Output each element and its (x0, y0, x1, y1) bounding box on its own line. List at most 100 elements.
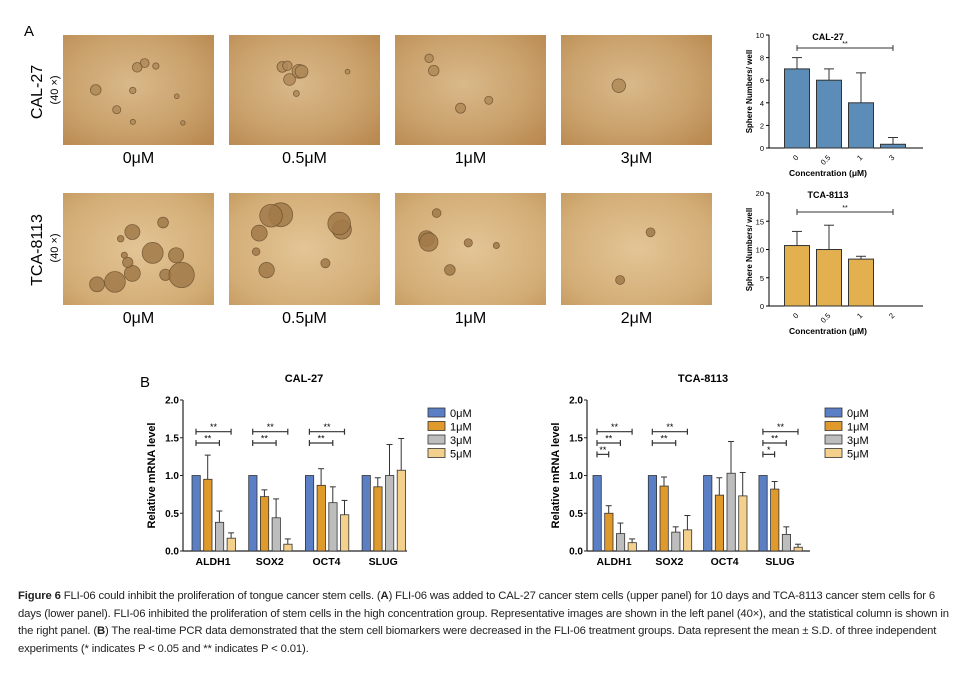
micrograph-image (395, 193, 546, 305)
y-tick-label: 0 (760, 144, 764, 153)
x-tick-label: SLUG (369, 556, 398, 568)
row-label-tca8113: TCA-8113 (29, 214, 46, 286)
y-tick-label: 0.5 (569, 509, 583, 520)
significance-label: ** (611, 422, 619, 432)
legend-swatch (427, 407, 446, 418)
bar (793, 546, 803, 552)
bar (396, 469, 406, 552)
legend-label: 0μM (450, 408, 472, 420)
cell-sphere (258, 262, 275, 279)
y-tick-label: 8 (760, 54, 764, 63)
y-tick-label: 4 (760, 99, 764, 108)
legend-label: 1μM (450, 422, 472, 434)
caption-text-b: ) The real-time PCR data demonstrated th… (18, 625, 937, 655)
y-tick-label: 0 (760, 302, 764, 311)
bar (816, 79, 842, 149)
significance-label: ** (261, 434, 269, 444)
micrograph-image (561, 193, 712, 305)
bar (328, 502, 338, 552)
micrograph-image (229, 35, 380, 145)
significance-label: ** (777, 422, 785, 432)
concentration-label: 0μM (123, 150, 154, 167)
bar (683, 529, 693, 552)
bar (248, 475, 258, 552)
bar (880, 143, 906, 149)
bar (316, 484, 326, 552)
legend-label: 1μM (847, 422, 869, 434)
bar (659, 485, 669, 552)
row-label-cal27: CAL-27 (29, 65, 46, 119)
cell-sphere (492, 242, 500, 249)
bar (671, 531, 681, 552)
significance-label: * (767, 445, 771, 455)
cell-sphere (251, 247, 261, 256)
chart-title: TCA-8113 (678, 373, 728, 385)
legend-label: 3μM (450, 435, 472, 447)
x-axis-label: Concentration (μM) (789, 326, 867, 336)
row-magnification-tca8113: (40 ×) (49, 233, 61, 262)
cell-sphere (344, 68, 351, 75)
panel-b-label: B (140, 374, 150, 391)
bar (592, 475, 602, 552)
x-tick-label: SOX2 (256, 556, 284, 568)
figure-caption: Figure 6 FLI-06 could inhibit the prolif… (18, 588, 958, 658)
bar (373, 486, 383, 552)
bar (770, 488, 780, 552)
bar (726, 472, 736, 552)
significance-label: ** (842, 205, 848, 212)
significance-label: ** (323, 422, 331, 432)
cell-sphere (90, 84, 102, 96)
bar (226, 537, 236, 552)
cell-sphere (132, 62, 143, 73)
bar (848, 258, 874, 307)
x-axis-label: Concentration (μM) (789, 168, 867, 178)
x-tick-label: SOX2 (655, 556, 683, 568)
y-tick-label: 2 (760, 121, 764, 130)
cell-sphere (283, 73, 296, 86)
row-magnification-cal27: (40 ×) (49, 75, 61, 104)
cell-sphere (250, 224, 268, 242)
figure-canvas: A B CAL-27 (40 ×) TCA-8113 (40 ×) 0μM 0.5… (24, 23, 923, 568)
significance-label: ** (318, 434, 326, 444)
bar (616, 533, 626, 552)
caption-a-label: A (380, 590, 389, 602)
bar (714, 494, 724, 552)
bar (214, 521, 225, 552)
legend-label: 5μM (450, 449, 472, 461)
x-tick-label: OCT4 (312, 556, 340, 568)
x-tick-label: 1 (855, 311, 864, 320)
cell-sphere (168, 247, 185, 264)
concentration-label: 3μM (621, 150, 652, 167)
chart-title: CAL-27 (812, 32, 844, 42)
concentration-label: 0.5μM (282, 150, 327, 167)
concentration-label: 0.5μM (282, 310, 327, 327)
cell-sphere (129, 86, 137, 95)
micrograph-image (229, 193, 380, 305)
sphere-count-chart: CAL-27 0 2 4 6 8 10 Sphere Numbers/ well 0 0.5 1 3 *… (745, 31, 923, 178)
cell-sphere (419, 232, 439, 252)
y-axis-label: Sphere Numbers/ well (745, 208, 754, 292)
legend-swatch (824, 434, 843, 445)
significance-label: ** (771, 434, 779, 444)
cell-sphere (120, 251, 128, 259)
cell-sphere (124, 224, 141, 240)
legend-swatch (824, 448, 843, 458)
bar (385, 475, 395, 552)
y-tick-label: 1.5 (165, 433, 179, 444)
cell-sphere (104, 271, 126, 293)
bar (758, 475, 768, 552)
bar (784, 245, 810, 307)
cell-sphere (611, 78, 626, 93)
cell-sphere (122, 256, 134, 268)
bar (703, 475, 713, 552)
y-tick-label: 2.0 (569, 396, 583, 407)
bar (259, 496, 270, 552)
cell-sphere (157, 216, 169, 229)
bar (604, 512, 614, 552)
y-tick-label: 1.5 (569, 433, 583, 444)
y-axis-label: Relative mRNA level (146, 423, 158, 529)
y-tick-label: 0.0 (569, 547, 583, 558)
x-tick-label: 0 (791, 311, 800, 320)
micrograph-background (395, 193, 546, 305)
cell-sphere (645, 227, 656, 238)
